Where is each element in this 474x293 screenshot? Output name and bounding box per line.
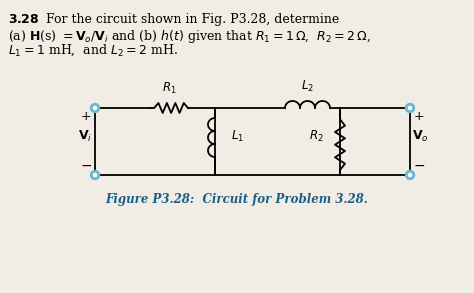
Text: Figure P3.28:  Circuit for Problem 3.28.: Figure P3.28: Circuit for Problem 3.28. xyxy=(106,193,368,206)
Text: +: + xyxy=(414,110,424,122)
Text: $-$: $-$ xyxy=(413,158,425,172)
Text: $-$: $-$ xyxy=(80,158,92,172)
Text: $\mathbf{3.28}$: $\mathbf{3.28}$ xyxy=(8,13,39,26)
Circle shape xyxy=(91,171,100,180)
Circle shape xyxy=(93,173,97,177)
Text: $\mathbf{V}_i$: $\mathbf{V}_i$ xyxy=(78,129,92,144)
Text: $R_2$: $R_2$ xyxy=(310,129,324,144)
Text: +: + xyxy=(81,110,91,122)
Circle shape xyxy=(409,106,411,110)
Circle shape xyxy=(405,171,414,180)
Text: (a) $\mathbf{H}$(s) $= \mathbf{V}_o/\mathbf{V}_i$ and (b) $h(t)$ given that $R_1: (a) $\mathbf{H}$(s) $= \mathbf{V}_o/\mat… xyxy=(8,28,371,45)
Circle shape xyxy=(405,103,414,113)
Text: $L_1 = 1$ mH,  and $L_2 = 2$ mH.: $L_1 = 1$ mH, and $L_2 = 2$ mH. xyxy=(8,43,178,59)
Text: $L_1$: $L_1$ xyxy=(231,129,244,144)
Circle shape xyxy=(93,106,97,110)
Circle shape xyxy=(91,103,100,113)
Text: $R_1$: $R_1$ xyxy=(162,81,176,96)
Text: For the circuit shown in Fig. P3.28, determine: For the circuit shown in Fig. P3.28, det… xyxy=(46,13,339,26)
Circle shape xyxy=(409,173,411,177)
Text: $\mathbf{V}_o$: $\mathbf{V}_o$ xyxy=(411,129,428,144)
Text: $L_2$: $L_2$ xyxy=(301,79,313,94)
